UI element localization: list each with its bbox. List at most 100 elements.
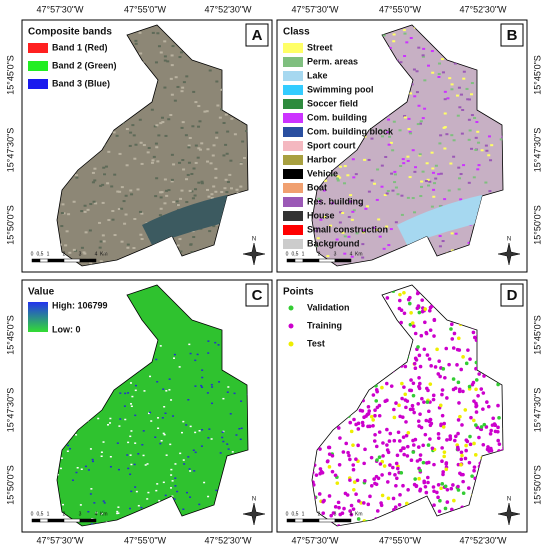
pixel: [181, 86, 185, 89]
pixel: [141, 443, 144, 446]
pixel: [150, 108, 154, 111]
pixel: [222, 440, 225, 443]
pixel: [194, 451, 197, 454]
pixel: [91, 460, 94, 463]
pixel: [460, 93, 464, 96]
pixel: [99, 184, 103, 187]
pixel: [355, 232, 359, 235]
sample-point: [399, 320, 403, 325]
pixel: [126, 454, 129, 456]
sample-point: [406, 430, 411, 435]
pixel: [180, 189, 184, 192]
pixel: [243, 156, 247, 159]
pixel: [173, 353, 176, 356]
pixel: [127, 392, 130, 394]
sample-point: [404, 433, 409, 438]
sample-point: [398, 493, 402, 497]
pixel: [132, 247, 136, 250]
north-arrow: N: [497, 237, 521, 266]
sample-point: [403, 398, 408, 402]
map-panel: Class Street Perm. areas Lake Swimming pool S…: [276, 19, 528, 273]
legend-label: Com. building block: [307, 126, 394, 136]
pixel: [233, 133, 237, 136]
pixel: [431, 171, 435, 174]
pixel: [198, 120, 202, 123]
pixel: [156, 160, 160, 163]
pixel: [83, 204, 87, 207]
pixel: [354, 173, 358, 176]
pixel: [66, 450, 69, 452]
pixel: [99, 260, 103, 263]
sample-point: [440, 392, 444, 397]
sample-point: [412, 410, 416, 415]
pixel: [179, 197, 183, 200]
pixel: [347, 215, 351, 218]
sample-point: [385, 296, 390, 300]
pixel: [324, 179, 328, 182]
sample-point: [403, 392, 408, 397]
legend-label: Band 1 (Red): [52, 42, 108, 52]
pixel: [443, 98, 447, 101]
sample-point: [371, 418, 375, 422]
sample-point: [438, 403, 443, 408]
sample-point: [472, 468, 476, 473]
pixel: [80, 468, 83, 470]
pixel: [89, 203, 93, 206]
pixel: [245, 130, 248, 133]
pixel: [403, 32, 407, 35]
pixel: [156, 483, 159, 485]
sample-point: [400, 381, 404, 386]
pixel: [440, 58, 444, 61]
pixel: [211, 154, 215, 157]
sample-point: [424, 490, 429, 495]
pixel: [198, 148, 202, 151]
pixel: [210, 193, 214, 196]
sample-point: [362, 501, 366, 505]
pixel: [98, 221, 102, 224]
pixel: [441, 240, 445, 243]
pixel: [216, 104, 220, 107]
sample-point: [400, 396, 404, 401]
pixel: [438, 205, 442, 208]
sample-point: [373, 413, 377, 418]
sample-point: [330, 453, 335, 458]
sample-point: [489, 428, 493, 433]
sample-point: [413, 331, 418, 336]
pixel: [157, 45, 161, 48]
pixel: [159, 191, 163, 194]
north-label: N: [507, 497, 511, 503]
sample-point: [472, 335, 477, 340]
sample-point: [417, 310, 422, 315]
pixel: [192, 236, 196, 239]
pixel: [223, 187, 227, 190]
sample-point: [369, 483, 374, 488]
scale-segment: [79, 518, 97, 523]
sample-point: [472, 465, 477, 469]
pixel: [427, 184, 431, 187]
sample-point: [449, 486, 454, 491]
pixel: [185, 201, 189, 204]
sample-point: [418, 487, 423, 492]
north-label: N: [252, 497, 256, 503]
sample-point: [423, 484, 428, 489]
pixel: [150, 420, 153, 422]
pixel: [107, 424, 110, 426]
pixel: [380, 135, 384, 138]
pixel: [140, 212, 144, 215]
sample-point: [393, 472, 397, 477]
pixel: [116, 510, 119, 513]
pixel: [330, 174, 334, 177]
pixel: [443, 198, 447, 201]
map-panel: Points Validation Training Test D 0 0,5 1 2 3 4 Km N: [276, 279, 528, 533]
sample-point: [441, 425, 446, 429]
pixel: [201, 429, 204, 431]
sample-point: [438, 374, 442, 379]
pixel: [103, 251, 107, 254]
pixel: [102, 500, 105, 502]
pixel: [219, 452, 222, 454]
pixel: [406, 159, 410, 162]
pixel: [459, 173, 463, 176]
sample-point: [477, 372, 481, 376]
pixel: [210, 197, 214, 200]
pixel: [169, 77, 173, 80]
